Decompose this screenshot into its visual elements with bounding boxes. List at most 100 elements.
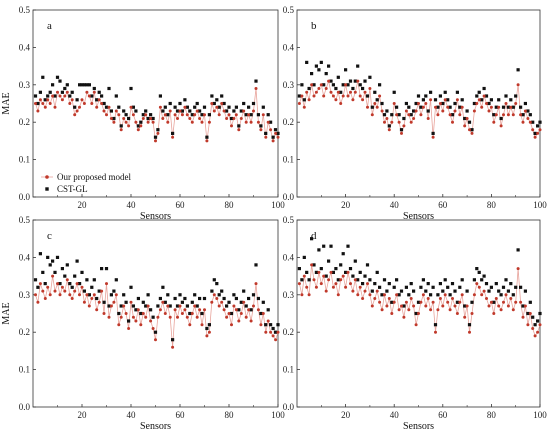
cst-gl-point — [95, 296, 99, 301]
proposed-model-point — [217, 113, 221, 117]
cst-gl-point — [124, 300, 128, 304]
cst-gl-point — [134, 109, 138, 113]
cst-gl-point — [158, 94, 162, 98]
cst-gl-point — [378, 285, 382, 289]
proposed-model-point — [404, 109, 408, 113]
proposed-model-point — [477, 285, 481, 289]
cst-gl-point — [48, 90, 52, 94]
cst-gl-point — [259, 124, 263, 128]
proposed-model-point — [134, 319, 138, 323]
proposed-model-point — [136, 128, 140, 132]
proposed-model-point — [344, 285, 348, 289]
proposed-model-point — [34, 293, 37, 297]
cst-gl-point — [92, 86, 96, 91]
cst-gl-point — [356, 64, 360, 68]
proposed-model-point — [339, 278, 343, 282]
proposed-model-point — [222, 308, 226, 312]
x-axis-title: Sensors — [140, 421, 171, 432]
cst-gl-point — [536, 124, 540, 128]
proposed-model-point — [412, 117, 416, 120]
proposed-model-point — [380, 308, 384, 312]
cst-gl-point — [195, 101, 199, 106]
cst-gl-point — [472, 278, 476, 282]
y-tick-label: 0.2 — [283, 117, 294, 127]
x-tick-label: 100 — [271, 410, 285, 420]
cst-gl-point — [266, 113, 270, 117]
proposed-model-point — [460, 105, 464, 109]
proposed-model-point — [511, 308, 515, 312]
proposed-model-point — [468, 128, 471, 132]
cst-gl-point — [38, 90, 42, 94]
proposed-model-point — [373, 102, 377, 105]
proposed-model-point — [341, 94, 345, 98]
cst-gl-point — [363, 79, 367, 83]
proposed-model-point — [274, 131, 278, 135]
proposed-model-point — [34, 102, 37, 105]
cst-gl-point — [402, 304, 406, 308]
proposed-model-point — [70, 297, 74, 300]
proposed-model-point — [317, 87, 321, 90]
cst-gl-point — [87, 293, 91, 297]
cst-gl-point — [446, 98, 450, 102]
proposed-model-point — [489, 300, 493, 304]
cst-gl-point — [180, 109, 184, 113]
cst-gl-point — [358, 83, 362, 87]
proposed-model-point — [514, 300, 518, 304]
proposed-model-point — [533, 135, 537, 139]
y-tick-label: 0.5 — [19, 215, 31, 225]
proposed-model-point — [198, 117, 202, 120]
cst-gl-point — [70, 285, 74, 289]
proposed-model-point — [36, 300, 40, 304]
y-tick-label: 0.4 — [283, 252, 295, 262]
cst-gl-point — [351, 86, 355, 91]
cst-gl-point — [480, 278, 484, 282]
cst-gl-point — [443, 90, 447, 94]
cst-gl-point — [153, 330, 158, 334]
cst-gl-point — [365, 263, 370, 267]
proposed-model-point — [75, 282, 79, 286]
proposed-model-point — [390, 120, 394, 124]
cst-gl-point — [504, 94, 508, 98]
cst-gl-point — [482, 86, 486, 91]
y-tick-label: 0.3 — [19, 80, 31, 90]
proposed-model-point — [188, 323, 192, 327]
cst-gl-point — [249, 113, 253, 117]
cst-gl-point — [58, 79, 62, 83]
proposed-model-point — [324, 289, 328, 293]
proposed-model-point — [375, 289, 379, 293]
cst-gl-point — [85, 83, 89, 87]
proposed-model-point — [300, 293, 304, 297]
cst-gl-point — [254, 263, 258, 267]
proposed-model-point — [117, 113, 121, 117]
proposed-model-point — [506, 304, 510, 308]
cst-gl-point — [158, 296, 162, 301]
cst-gl-point — [190, 113, 194, 117]
cst-gl-point — [205, 326, 209, 331]
proposed-model-point — [472, 293, 476, 297]
cst-gl-point — [122, 293, 126, 297]
x-tick-label: 80 — [225, 200, 235, 210]
cst-gl-point — [441, 101, 445, 106]
cst-gl-point — [227, 300, 231, 304]
cst-gl-point — [269, 323, 273, 327]
proposed-model-point — [171, 135, 175, 139]
proposed-model-point — [528, 312, 532, 315]
proposed-model-point — [178, 304, 182, 308]
proposed-model-point — [475, 102, 479, 105]
proposed-model-point — [203, 308, 206, 312]
proposed-model-point — [314, 90, 318, 94]
cst-gl-point — [419, 105, 423, 109]
proposed-model-point — [225, 315, 229, 319]
proposed-model-point — [141, 312, 145, 315]
cst-gl-point — [58, 282, 62, 286]
cst-gl-point — [207, 113, 211, 117]
cst-gl-point — [305, 270, 309, 274]
cst-gl-point — [276, 323, 280, 327]
proposed-model-point — [73, 289, 77, 293]
cst-gl-point — [102, 300, 106, 304]
cst-gl-point — [399, 128, 404, 132]
cst-gl-point — [300, 278, 304, 282]
proposed-model-point — [344, 83, 348, 87]
cst-gl-point — [475, 94, 479, 98]
proposed-model-point — [327, 278, 331, 282]
